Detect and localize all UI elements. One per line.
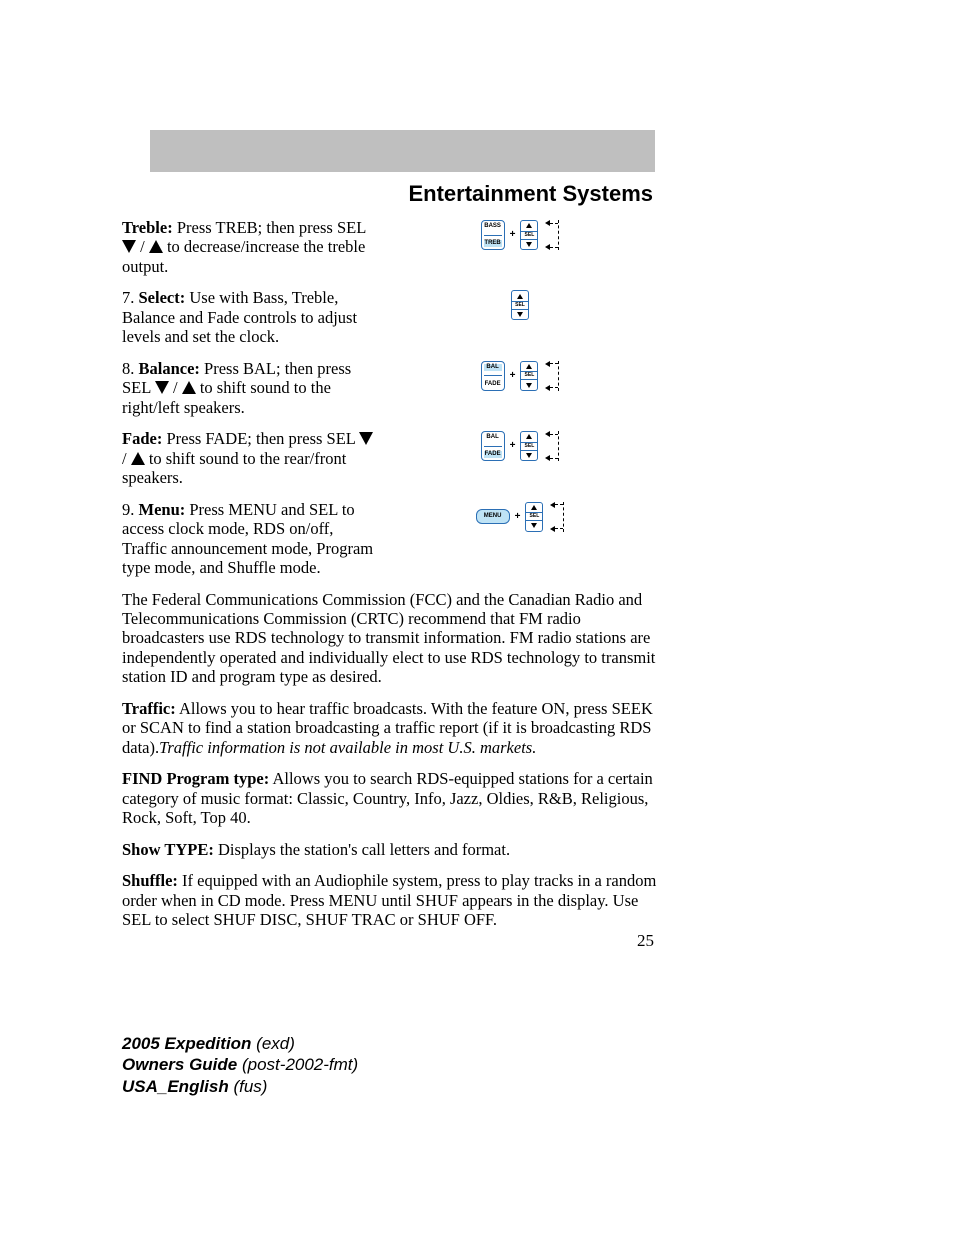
- sel-button-icon: SEL: [520, 361, 538, 391]
- section-title: Entertainment Systems: [150, 175, 655, 207]
- fade-after: to shift sound to the rear/front speaker…: [122, 449, 346, 487]
- bal-label: BAL: [484, 364, 502, 371]
- dashed-pointer-icon: [543, 431, 559, 461]
- sel-label: SEL: [526, 512, 542, 521]
- item-treble-row: Treble: Press TREB; then press SEL / to …: [122, 218, 658, 276]
- arrow-up-icon: [131, 452, 145, 465]
- item-balance-row: 8. Balance: Press BAL; then press SEL / …: [122, 359, 658, 417]
- fade-label: FADE: [485, 381, 501, 388]
- dashed-pointer-icon: [548, 502, 564, 532]
- item-fade-row: Fade: Press FADE; then press SEL / to sh…: [122, 429, 658, 487]
- dashed-pointer-icon: [543, 361, 559, 391]
- footer-1a: 2005 Expedition: [122, 1034, 256, 1053]
- header-gray-bar: [150, 130, 655, 172]
- page-content: Treble: Press TREB; then press SEL / to …: [122, 218, 658, 942]
- item-treble-text: Treble: Press TREB; then press SEL / to …: [122, 218, 382, 276]
- sel-button-icon: SEL: [525, 502, 543, 532]
- diagram-menu: MENU + SEL: [382, 500, 658, 532]
- menu-label: Menu:: [139, 500, 186, 519]
- footer-1b: (exd): [256, 1034, 295, 1053]
- item-menu-text: 9. Menu: Press MENU and SEL to access cl…: [122, 500, 382, 578]
- shuffle-label: Shuffle:: [122, 871, 178, 890]
- fcc-paragraph: The Federal Communications Commission (F…: [122, 590, 658, 687]
- footer-2a: Owners Guide: [122, 1055, 242, 1074]
- menu-button-icon: MENU: [476, 509, 510, 524]
- sel-label: SEL: [521, 442, 537, 451]
- item-fade-text: Fade: Press FADE; then press SEL / to sh…: [122, 429, 382, 487]
- sel-button-icon: SEL: [520, 220, 538, 250]
- sel-button-icon: SEL: [520, 431, 538, 461]
- item-select-text: 7. Select: Use with Bass, Treble, Balanc…: [122, 288, 382, 346]
- treble-before: Press TREB; then press SEL: [173, 218, 366, 237]
- diagram-treble: BASS TREB + SEL: [382, 218, 658, 250]
- traffic-label: Traffic:: [122, 699, 176, 718]
- sel-label: SEL: [512, 301, 528, 310]
- fade-label: FADE: [484, 451, 502, 458]
- arrow-down-icon: [359, 432, 373, 445]
- show-paragraph: Show TYPE: Displays the station's call l…: [122, 840, 658, 859]
- diagram-fade: BAL FADE + SEL: [382, 429, 658, 461]
- page-number: 25: [637, 931, 654, 951]
- footer-3b: (fus): [233, 1077, 267, 1096]
- find-paragraph: FIND Program type: Allows you to search …: [122, 769, 658, 827]
- footer-2b: (post-2002-fmt): [242, 1055, 358, 1074]
- diagram-balance: BAL FADE + SEL: [382, 359, 658, 391]
- bass-label: BASS: [484, 223, 501, 230]
- sel-label: SEL: [521, 371, 537, 380]
- plus-icon: +: [510, 440, 516, 452]
- traffic-paragraph: Traffic: Allows you to hear traffic broa…: [122, 699, 658, 757]
- balance-num: 8.: [122, 359, 139, 378]
- select-num: 7.: [122, 288, 139, 307]
- arrow-up-icon: [149, 240, 163, 253]
- bal-fade-button-icon: BAL FADE: [481, 431, 505, 461]
- shuffle-text: If equipped with an Audiophile system, p…: [122, 871, 656, 929]
- shuffle-paragraph: Shuffle: If equipped with an Audiophile …: [122, 871, 658, 929]
- treble-label: Treble:: [122, 218, 173, 237]
- arrow-down-icon: [122, 240, 136, 253]
- dashed-pointer-icon: [543, 220, 559, 250]
- sel-label: SEL: [521, 231, 537, 240]
- sel-button-icon: SEL: [511, 290, 529, 320]
- balance-label: Balance:: [139, 359, 200, 378]
- fade-before: Press FADE; then press SEL: [162, 429, 359, 448]
- footer: 2005 Expedition (exd) Owners Guide (post…: [122, 1033, 358, 1097]
- show-label: Show TYPE:: [122, 840, 214, 859]
- fade-label-b: Fade:: [122, 429, 162, 448]
- bass-treb-button-icon: BASS TREB: [481, 220, 505, 250]
- menu-num: 9.: [122, 500, 139, 519]
- show-text: Displays the station's call letters and …: [214, 840, 510, 859]
- plus-icon: +: [510, 370, 516, 382]
- find-label: FIND Program type:: [122, 769, 269, 788]
- traffic-italic: Traffic information is not available in …: [159, 738, 536, 757]
- plus-icon: +: [515, 511, 521, 523]
- item-select-row: 7. Select: Use with Bass, Treble, Balanc…: [122, 288, 658, 346]
- bal-fade-button-icon: BAL FADE: [481, 361, 505, 391]
- select-label: Select:: [139, 288, 186, 307]
- footer-3a: USA_English: [122, 1077, 233, 1096]
- arrow-down-icon: [155, 381, 169, 394]
- diagram-select: SEL: [382, 288, 658, 320]
- arrow-up-icon: [182, 381, 196, 394]
- item-balance-text: 8. Balance: Press BAL; then press SEL / …: [122, 359, 382, 417]
- bal-label: BAL: [486, 434, 498, 441]
- treb-label: TREB: [484, 240, 502, 247]
- plus-icon: +: [510, 229, 516, 241]
- item-menu-row: 9. Menu: Press MENU and SEL to access cl…: [122, 500, 658, 578]
